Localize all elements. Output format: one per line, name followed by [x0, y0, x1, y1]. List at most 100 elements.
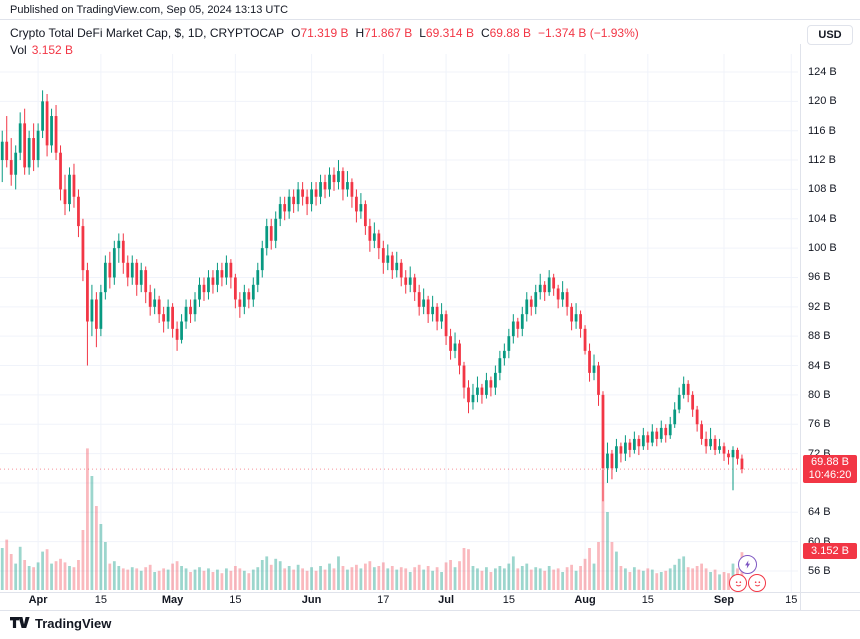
low-label: L [419, 26, 426, 40]
time-axis[interactable]: Apr 15 May 15 Jun 17 Jul 15 Aug 15 Sep 15 [0, 594, 799, 610]
candle-body [103, 262, 107, 293]
volume-bar [265, 556, 269, 590]
volume-bar [579, 566, 582, 590]
candle-body [606, 453, 609, 469]
emoji-reaction-button-1[interactable] [729, 574, 747, 592]
open-label: O [291, 26, 301, 40]
candle-body [59, 152, 62, 190]
candle-body [691, 394, 695, 410]
volume-bar [498, 566, 502, 590]
close-value: 69.88 B [489, 26, 531, 40]
candle-body [18, 123, 22, 153]
volume-bar [216, 569, 219, 590]
candle-body [435, 306, 439, 322]
candle-body [216, 270, 219, 285]
candle-body [404, 277, 408, 285]
candle-body [36, 130, 40, 161]
volume-bar [610, 542, 614, 590]
open-value: 71.319 B [300, 26, 349, 40]
volume-bar [157, 570, 161, 590]
volume-bar [372, 567, 376, 590]
candle-body [440, 314, 443, 322]
volume-bar [664, 570, 668, 590]
time-tick-label: 15 [229, 594, 242, 606]
volume-bar [408, 572, 412, 590]
volume-bar [422, 569, 426, 590]
candle-body [588, 350, 591, 373]
volume-bar [570, 564, 573, 590]
candle-body [198, 284, 201, 300]
volume-bar [547, 566, 551, 590]
footer-separator [0, 610, 860, 611]
volume-bar [650, 569, 654, 590]
candle-body [328, 174, 331, 190]
volume-bar [538, 568, 542, 590]
candle-body [332, 174, 336, 183]
volume-bar [516, 568, 520, 590]
price-axis-separator [800, 44, 801, 610]
candle-body [381, 248, 385, 263]
volume-bar [525, 563, 529, 590]
time-tick-label: 15 [502, 594, 515, 606]
volume-bar [54, 561, 58, 590]
volume-bar [615, 551, 618, 590]
published-text: Published on TradingView.com, Sep 05, 20… [10, 4, 289, 16]
candle-body [86, 270, 89, 322]
candle-body [207, 277, 210, 293]
candle-body [54, 116, 58, 153]
price-tick-label: 116 B [808, 124, 836, 137]
candle-body [574, 314, 578, 322]
candle-body [184, 306, 188, 322]
volume-bar [700, 563, 704, 590]
volume-bar [269, 564, 273, 590]
volume-bar [202, 570, 206, 590]
volume-bar [561, 572, 565, 590]
published-bar: Published on TradingView.com, Sep 05, 20… [0, 0, 860, 20]
volume-bar [23, 560, 27, 590]
volume-bar [359, 568, 363, 590]
candle-body [556, 288, 560, 300]
candle-body [467, 387, 470, 403]
candle-body [319, 182, 322, 197]
volume-bar [283, 568, 287, 590]
volume-bar [350, 567, 354, 590]
volume-bar [695, 566, 699, 590]
volume-bar [511, 556, 515, 590]
volume-bar [489, 572, 493, 590]
currency-toggle-button[interactable]: USD [807, 25, 853, 45]
last-price-value: 69.88 B [811, 456, 849, 469]
candle-body [130, 262, 134, 278]
boost-button[interactable] [738, 555, 757, 574]
candle-body [736, 449, 739, 459]
candle-body [359, 204, 363, 212]
volume-bar [278, 561, 282, 590]
price-tick-label: 96 B [808, 271, 831, 284]
candle-body [520, 314, 524, 329]
candle-body [579, 314, 582, 329]
candle-body [32, 138, 36, 161]
candle-body [189, 306, 192, 315]
volume-bar [323, 569, 327, 590]
tradingview-footer-logo[interactable]: TradingView [10, 616, 111, 631]
volume-bar [493, 568, 497, 590]
candle-body [534, 292, 538, 307]
volume-bar [637, 569, 641, 590]
low-value: 69.314 B [425, 26, 474, 40]
candle-body [449, 336, 452, 351]
symbol-title[interactable]: Crypto Total DeFi Market Cap, $, 1D, CRY… [10, 26, 285, 40]
time-tick-label: 15 [641, 594, 654, 606]
candle-body [220, 270, 224, 278]
candle-body [485, 380, 488, 395]
volume-bar [453, 567, 457, 590]
volume-bar [444, 562, 448, 590]
candle-body [274, 218, 278, 241]
volume-bar [117, 566, 121, 590]
price-axis[interactable]: 69.88 B 10:46:20 3.152 B 124 B 120 B 116 B… [801, 54, 860, 592]
candle-body [41, 101, 44, 131]
volume-bar [502, 568, 506, 590]
candle-body [632, 438, 636, 450]
candlestick-chart-canvas[interactable] [0, 54, 800, 592]
time-axis-separator [0, 592, 860, 593]
emoji-reaction-button-2[interactable] [748, 574, 766, 592]
